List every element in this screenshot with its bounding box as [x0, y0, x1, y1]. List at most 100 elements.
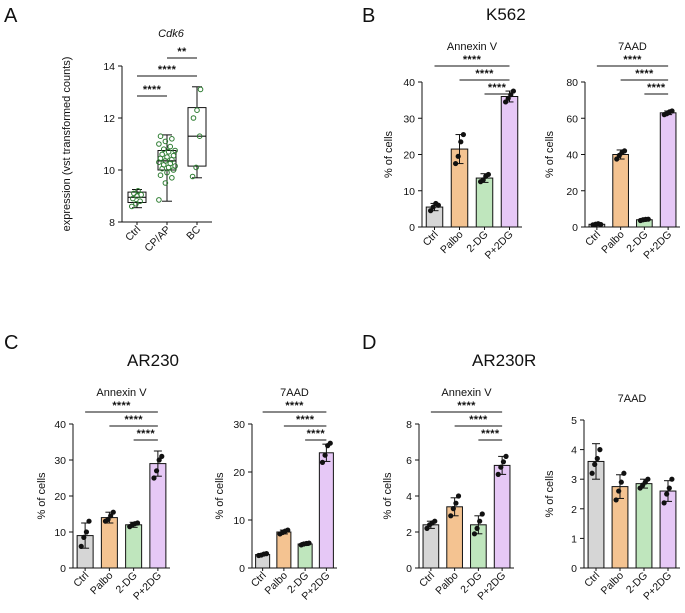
chart-b1-y-axis-label: % of cells — [383, 130, 395, 178]
chart-a-data-point — [172, 147, 178, 154]
chart-b1-significance-label: **** — [463, 54, 482, 66]
chart-c2-y-axis-label: % of cells — [214, 472, 226, 520]
chart-b1-bar-p-2dg — [500, 96, 519, 228]
chart-d1-significance-label: **** — [457, 400, 476, 412]
chart-a-y-tick-label: 10 — [103, 165, 115, 177]
chart-a-y-tick-label: 8 — [109, 217, 115, 229]
chart-d2-data-point — [661, 500, 667, 506]
chart-b2-y-tick-label: 60 — [566, 113, 578, 125]
chart-a-title: Cdk6 — [158, 28, 185, 40]
chart-d2-y-tick-label: 3 — [571, 474, 577, 486]
chart-b1-x-tick-label-p-2dg: P+2DG — [483, 229, 516, 262]
panel-letter-b: B — [362, 5, 375, 27]
chart-d1-data-point — [479, 511, 485, 517]
chart-a-data-point — [167, 143, 174, 150]
chart-a-data-point — [189, 173, 196, 180]
chart-c1-data-point — [105, 516, 111, 523]
chart-a-y-tick-label: 14 — [103, 61, 115, 73]
panel-title-b: K562 — [486, 5, 526, 24]
chart-a-y-axis-label: expression (vst transformed counts) — [61, 57, 73, 232]
chart-c1-y-tick-label: 0 — [60, 563, 66, 575]
chart-c1-data-point — [156, 457, 162, 463]
chart-a-data-point — [133, 201, 139, 207]
chart-b1-significance-label: **** — [475, 68, 494, 80]
chart-d2-x-tick-label-palbo: Palbo — [599, 570, 627, 598]
chart-c1-data-point — [108, 513, 114, 519]
chart-c1-significance-label: **** — [112, 400, 131, 412]
chart-d1-data-point — [474, 525, 480, 532]
chart-c1-data-point — [110, 509, 116, 515]
chart-a-data-point — [162, 180, 169, 186]
chart-c1-data-point — [83, 529, 90, 535]
chart-c2-y-tick-label: 10 — [233, 515, 245, 527]
chart-a-data-point — [170, 152, 177, 159]
chart-d1-y-tick-label: 6 — [406, 455, 412, 467]
chart-d1-y-tick-label: 2 — [406, 527, 412, 539]
chart-d1-significance-label: **** — [481, 428, 500, 440]
chart-d1-significance-label: **** — [469, 414, 488, 426]
chart-a-data-point — [156, 197, 162, 203]
chart-a-data-point — [164, 154, 170, 160]
chart-b2-y-tick-label: 0 — [572, 222, 578, 234]
chart-b2-y-tick-label: 20 — [566, 186, 578, 198]
chart-b1-y-tick-label: 0 — [409, 222, 415, 234]
chart-d1-title: Annexin V — [441, 387, 492, 399]
chart-d1-data-point — [453, 500, 459, 506]
chart-b1-data-point — [508, 92, 514, 98]
chart-b2-data-point — [614, 156, 620, 162]
chart-d1-data-point — [498, 464, 504, 470]
chart-b1-data-point — [435, 202, 441, 208]
chart-c1-data-point — [153, 468, 160, 474]
chart-a-data-point — [129, 203, 135, 210]
chart-a-data-point — [172, 163, 178, 169]
chart-b2-data-point — [598, 221, 604, 228]
chart-c1-title: Annexin V — [96, 387, 147, 399]
chart-a-data-point — [130, 195, 136, 202]
chart-d2-data-point — [592, 461, 598, 467]
chart-d1-y-tick-label: 8 — [406, 419, 412, 431]
chart-c2-bar-p-2dg — [318, 452, 334, 569]
panel-title-c: AR230 — [127, 351, 179, 370]
chart-d2-data-point — [594, 455, 600, 462]
chart-d2-data-point — [589, 470, 595, 476]
chart-c1-significance-label: **** — [124, 414, 143, 426]
chart-c2-data-point — [319, 459, 326, 465]
chart-a-data-point — [196, 133, 203, 139]
chart-c1-bar-2-dg — [125, 524, 143, 569]
chart-b1-data-point — [453, 160, 459, 167]
chart-b2-significance-label: **** — [635, 68, 654, 80]
chart-c2-significance-label: **** — [285, 400, 304, 412]
chart-a-data-point — [160, 146, 167, 152]
chart-c2-y-tick-label: 20 — [233, 467, 245, 479]
chart-b1-data-point — [505, 95, 511, 101]
chart-a-data-point — [157, 133, 164, 139]
chart-d1-data-point — [450, 506, 456, 512]
chart-d2-data-point — [666, 485, 672, 491]
chart-c1-x-tick-label-palbo: Palbo — [88, 570, 116, 598]
chart-d1-y-tick-label: 4 — [406, 491, 412, 503]
chart-d1-data-point — [503, 453, 509, 459]
chart-d1-y-axis-label: % of cells — [382, 472, 394, 520]
chart-c2-x-tick-label-palbo: Palbo — [263, 570, 291, 598]
panel-title-d: AR230R — [472, 351, 536, 370]
chart-a-data-point — [169, 136, 175, 142]
chart-d2-y-tick-label: 1 — [571, 533, 577, 545]
chart-a-data-point — [135, 188, 141, 194]
chart-d1-data-point — [500, 459, 507, 465]
chart-a-data-point — [165, 149, 172, 155]
chart-c2-data-point — [327, 440, 333, 446]
chart-b2-y-tick-label: 40 — [566, 150, 578, 162]
chart-b1-data-point — [503, 99, 509, 105]
chart-c2-y-tick-label: 0 — [239, 563, 245, 575]
chart-c2-significance-label: **** — [296, 414, 315, 426]
chart-b1-data-point — [510, 88, 516, 94]
chart-d2-y-axis-label: % of cells — [544, 470, 556, 518]
chart-a-data-point — [162, 138, 169, 145]
chart-b1-data-point — [480, 177, 486, 183]
chart-d2-y-tick-label: 2 — [571, 504, 577, 516]
chart-b2-y-axis-label: % of cells — [544, 130, 556, 178]
chart-d1-data-point — [432, 518, 438, 524]
